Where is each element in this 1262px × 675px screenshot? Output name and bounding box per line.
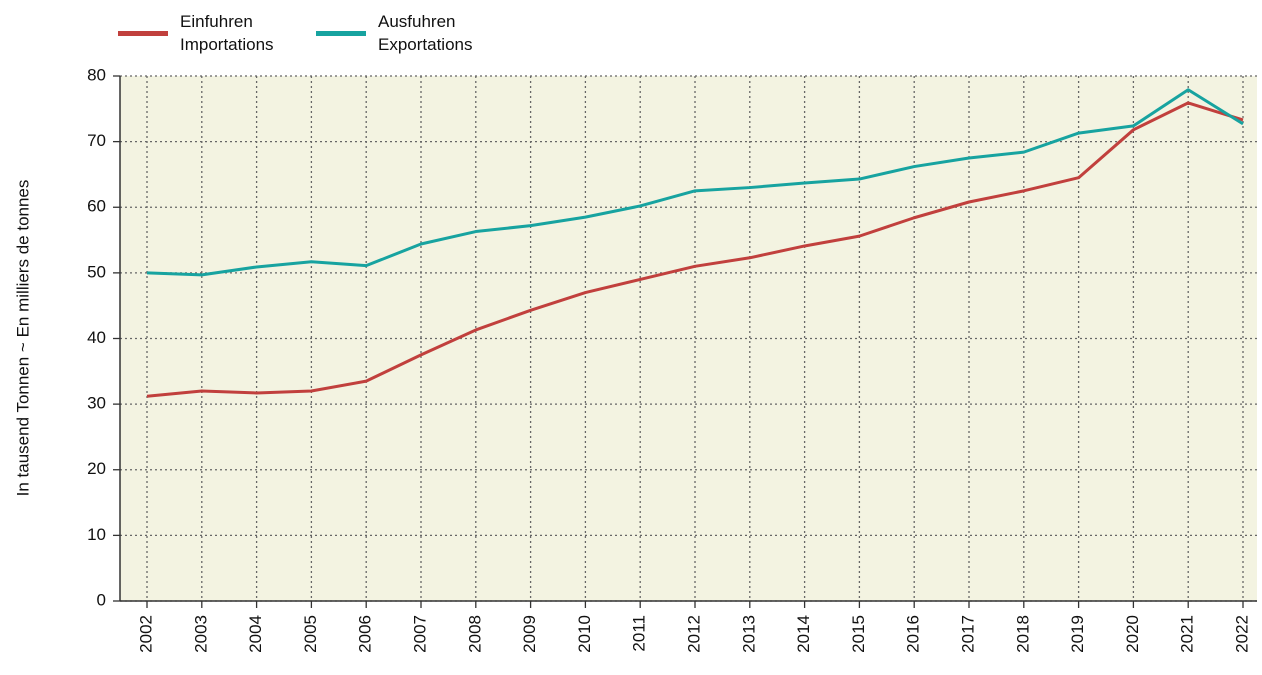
x-tick-label: 2004 [246, 615, 265, 653]
x-tick-label: 2013 [739, 615, 758, 653]
x-tick-label: 2007 [410, 615, 429, 653]
y-tick-label: 60 [87, 197, 106, 216]
x-tick-label: 2021 [1178, 615, 1197, 653]
x-tick-label: 2003 [191, 615, 210, 653]
plot-area [120, 76, 1257, 601]
x-tick-label: 2002 [136, 615, 155, 653]
x-tick-label: 2014 [794, 615, 813, 653]
y-tick-label: 20 [87, 459, 106, 478]
x-tick-label: 2008 [465, 615, 484, 653]
series-line [146, 88, 1244, 277]
y-axis-label: In tausend Tonnen ~ En milliers de tonne… [13, 180, 32, 497]
y-tick-label: 0 [97, 590, 106, 609]
x-tick-label: 2019 [1068, 615, 1087, 653]
x-tick-label: 2010 [575, 615, 594, 653]
y-tick-label: 40 [87, 328, 106, 347]
x-tick-label: 2015 [849, 615, 868, 653]
x-tick-label: 2012 [684, 615, 703, 653]
x-tick-label: 2009 [520, 615, 539, 653]
y-tick-label: 70 [87, 131, 106, 150]
legend-swatch [118, 31, 168, 36]
y-tick-label: 80 [87, 65, 106, 84]
x-tick-label: 2017 [958, 615, 977, 653]
y-tick-label: 10 [87, 525, 106, 544]
x-tick-label: 2006 [356, 615, 375, 653]
x-tick-label: 2022 [1232, 615, 1251, 653]
x-tick-label: 2005 [301, 615, 320, 653]
x-tick-label: 2016 [904, 615, 923, 653]
legend-swatch [316, 31, 366, 36]
x-tick-label: 2018 [1013, 615, 1032, 653]
x-tick-label: 2011 [630, 615, 649, 652]
legend-label: Ausfuhren Exportations [378, 12, 473, 54]
y-tick-label: 50 [87, 262, 106, 281]
legend-label: Einfuhren Importations [180, 12, 274, 54]
x-tick-label: 2020 [1123, 615, 1142, 653]
series-line [146, 101, 1244, 398]
y-tick-label: 30 [87, 394, 106, 413]
